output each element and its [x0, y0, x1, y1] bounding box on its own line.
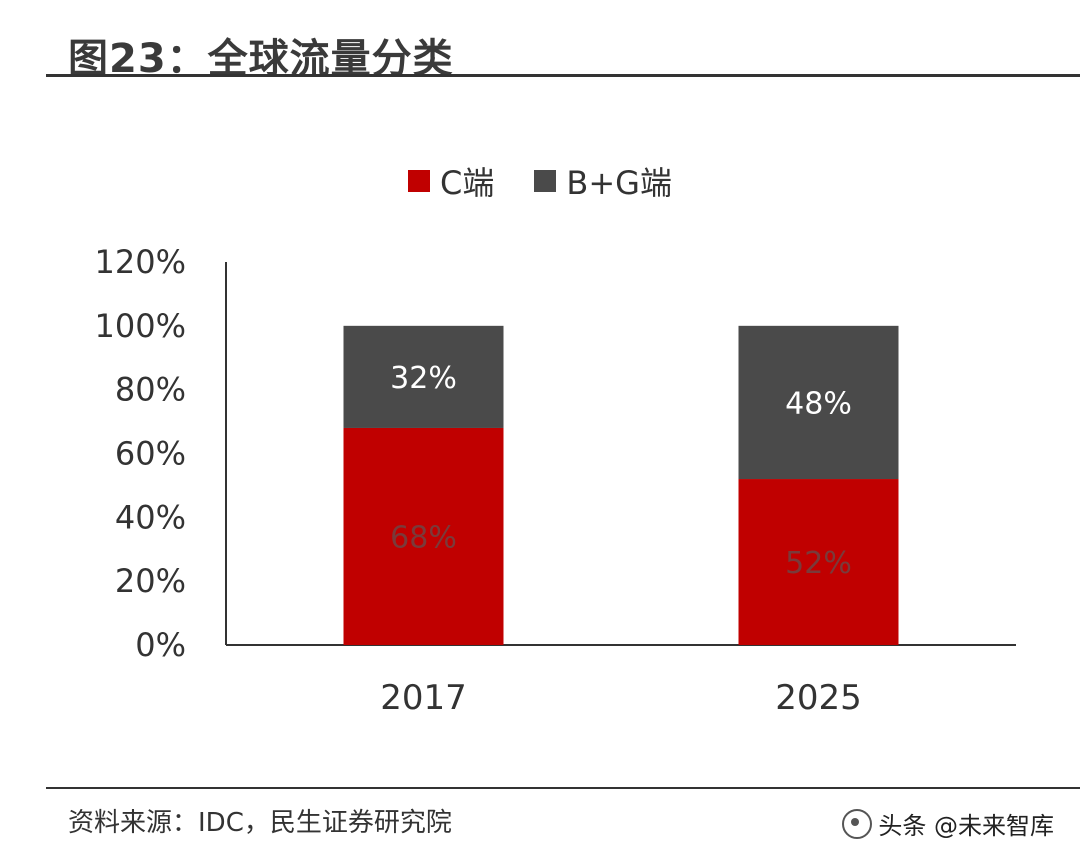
y-tick-label: 120% — [95, 243, 186, 281]
data-label-c-2025: 52% — [785, 546, 852, 581]
y-tick-label: 0% — [135, 626, 186, 664]
data-label-bg-2017: 32% — [390, 361, 457, 396]
data-label-c-2017: 68% — [390, 520, 457, 555]
y-tick-label: 40% — [115, 498, 186, 536]
legend: C端 B+G端 — [0, 158, 1080, 204]
source-note: 资料来源：IDC，民生证券研究院 — [68, 808, 452, 838]
y-tick-label: 60% — [115, 435, 186, 473]
y-tick-label: 80% — [115, 371, 186, 409]
bar-segment-bg-2025 — [738, 325, 899, 480]
x-tick-label: 2025 — [775, 678, 862, 718]
data-label-bg-2025: 48% — [785, 386, 852, 421]
legend-label-bg: B+G端 — [566, 164, 672, 202]
x-tick-label: 2017 — [380, 678, 467, 718]
legend-swatch-bg — [534, 170, 557, 192]
legend-swatch-c — [408, 170, 431, 192]
legend-item-c: C端 — [408, 158, 494, 204]
bar-segment-bg-2017 — [343, 325, 504, 428]
wechat-icon — [842, 808, 873, 839]
legend-label-c: C端 — [440, 164, 495, 202]
bar-segment-c-2025 — [738, 479, 899, 645]
watermark: 头条 @未来智库 — [842, 806, 1054, 841]
footer-rule — [46, 787, 1080, 789]
title-rule — [46, 74, 1080, 77]
watermark-text: 头条 @未来智库 — [878, 812, 1054, 840]
legend-item-bg: B+G端 — [534, 158, 672, 204]
y-tick-label: 100% — [95, 307, 186, 345]
bar-segment-c-2017 — [343, 427, 504, 645]
y-tick-label: 20% — [115, 562, 186, 600]
